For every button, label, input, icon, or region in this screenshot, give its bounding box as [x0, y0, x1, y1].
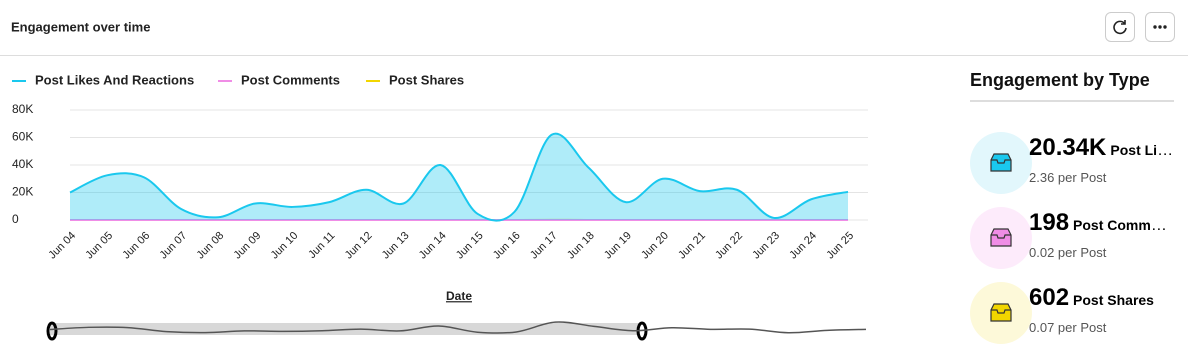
x-tick-label: Jun 18 [565, 230, 597, 262]
card-label: Post Shares [1073, 292, 1154, 308]
card-label: Post Likes And Reactions [1110, 142, 1174, 158]
more-button[interactable] [1145, 12, 1175, 42]
brush-handle[interactable] [46, 321, 58, 341]
card-per-post: 0.07 per Post [1029, 320, 1107, 335]
x-axis-label: Date [446, 289, 472, 303]
card-value: 602 [1029, 284, 1070, 311]
x-tick-label: Jun 22 [713, 230, 745, 262]
x-tick-label: Jun 23 [750, 230, 782, 262]
icon-circle [970, 207, 1032, 269]
icon-circle [970, 282, 1032, 344]
refresh-icon [1113, 20, 1127, 35]
panel-title: Engagement by Type [970, 70, 1174, 102]
x-tick-label: Jun 20 [639, 230, 671, 262]
x-tick-label: Jun 25 [824, 230, 856, 262]
legend-label: Post Shares [389, 72, 464, 87]
y-tick-label: 80K [12, 102, 33, 116]
y-tick-label: 60K [12, 130, 33, 144]
x-tick-label: Jun 15 [454, 230, 486, 262]
refresh-button[interactable] [1105, 12, 1135, 42]
card-headline: 198 Post Comments [1029, 209, 1174, 237]
inbox-icon [990, 153, 1012, 172]
inbox-icon [990, 228, 1012, 247]
card-label: Post Comments [1073, 217, 1174, 233]
legend-label: Post Comments [241, 72, 340, 87]
y-tick-label: 20K [12, 185, 33, 199]
x-tick-label: Jun 07 [157, 230, 189, 262]
more-icon [1153, 25, 1167, 29]
x-tick-label: Jun 21 [676, 230, 708, 262]
brush-line [49, 321, 867, 334]
card-value: 20.34K [1029, 134, 1107, 161]
x-tick-label: Jun 24 [787, 230, 819, 262]
engagement-card: 602 Post Shares 0.07 per Post [970, 282, 1174, 346]
area-fill [70, 133, 848, 221]
x-tick-label: Jun 13 [380, 230, 412, 262]
engagement-card: 198 Post Comments 0.02 per Post [970, 207, 1174, 271]
legend-label: Post Likes And Reactions [35, 72, 194, 87]
icon-circle [970, 132, 1032, 194]
x-tick-label: Jun 14 [417, 230, 449, 262]
inbox-icon [990, 303, 1012, 322]
y-tick-label: 40K [12, 157, 33, 171]
x-tick-label: Jun 16 [491, 230, 523, 262]
card-per-post: 0.02 per Post [1029, 245, 1107, 260]
x-tick-label: Jun 04 [46, 230, 78, 262]
x-tick-label: Jun 12 [343, 230, 375, 262]
card-value: 198 [1029, 209, 1070, 236]
x-tick-label: Jun 09 [232, 230, 264, 262]
x-tick-label: Jun 08 [195, 230, 227, 262]
x-tick-label: Jun 17 [528, 230, 560, 262]
x-tick-label: Jun 06 [120, 230, 152, 262]
y-tick-label: 0 [12, 212, 19, 226]
card-headline: 602 Post Shares [1029, 284, 1174, 312]
header-title: Engagement over time [11, 19, 150, 34]
x-tick-label: Jun 19 [602, 230, 634, 262]
series-line [69, 132, 849, 222]
x-tick-label: Jun 11 [306, 230, 337, 261]
x-tick-label: Jun 05 [83, 230, 115, 262]
card-per-post: 2.36 per Post [1029, 170, 1107, 185]
x-tick-label: Jun 10 [269, 230, 301, 262]
